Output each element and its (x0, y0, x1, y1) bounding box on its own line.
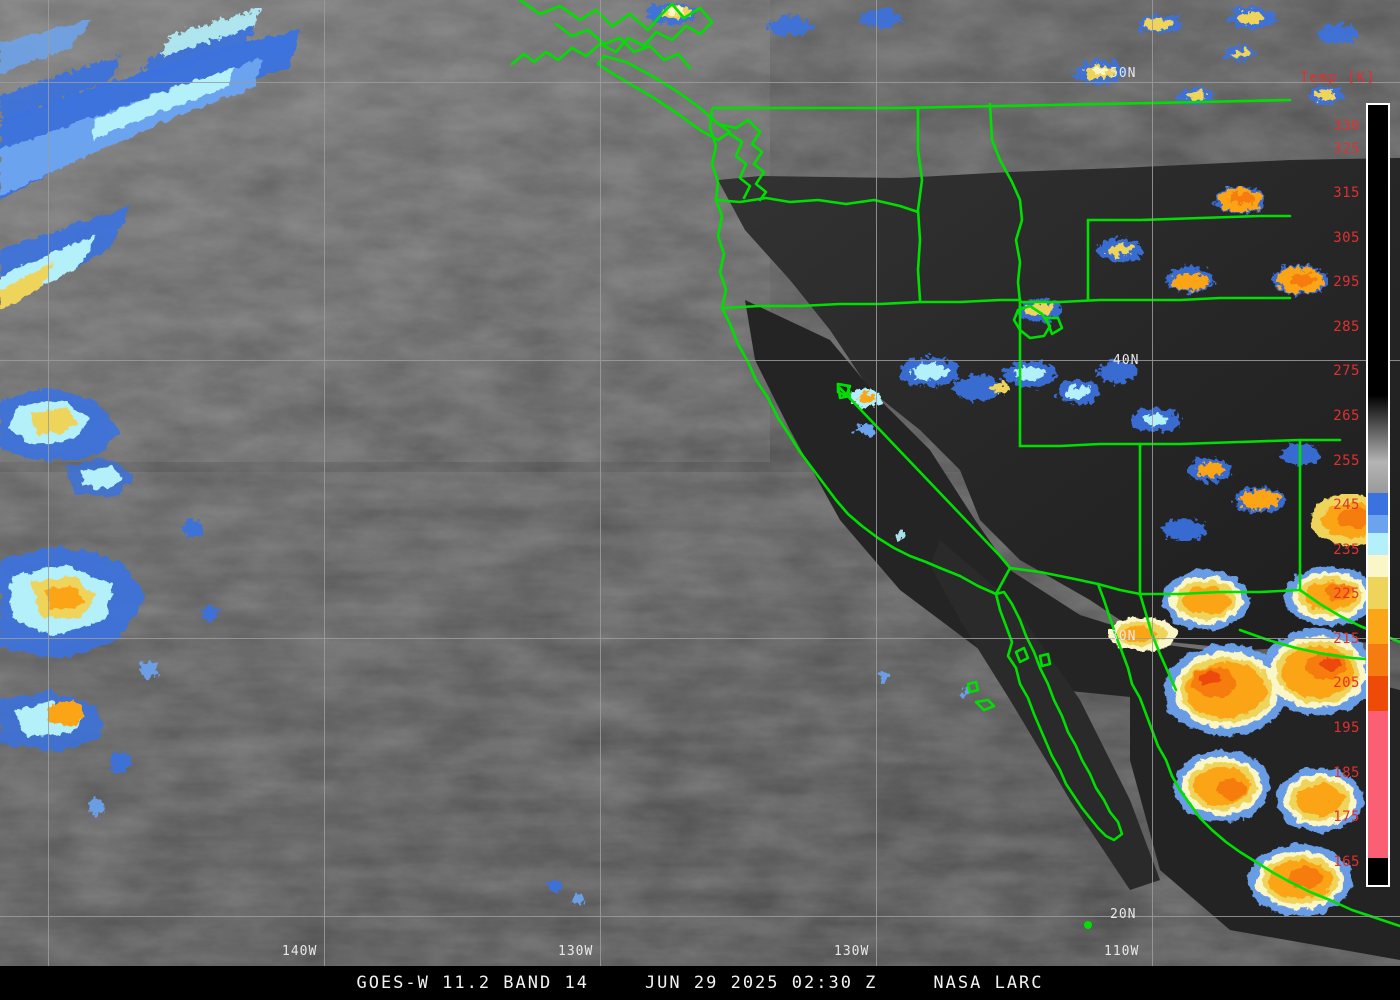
colorbar-segment (1368, 394, 1388, 462)
colorbar-segment (1368, 515, 1388, 533)
colorbar-tick-305: 305 (1333, 229, 1360, 246)
cloud-field-north (646, 3, 1358, 105)
latitude-label-20n: 20N (1110, 907, 1137, 922)
image-caption-bar: GOES-W 11.2 BAND 14 JUN 29 2025 02:30 Z … (0, 966, 1400, 1000)
caption-provider: NASA LARC (933, 973, 1044, 993)
cloud-cluster-west-pacific (0, 388, 146, 752)
colorbar-segment (1368, 532, 1388, 556)
scattered-convective-cells (88, 518, 971, 906)
geographic-borders (510, 0, 1400, 928)
colorbar-tick-275: 275 (1333, 363, 1360, 380)
colorbar-segment (1368, 675, 1388, 712)
land-mass-shading (718, 158, 1400, 960)
longitude-label-110w: 110W (1104, 944, 1140, 959)
latitude-label-50n: 50N (1110, 66, 1137, 81)
colorbar-tick-315: 315 (1333, 185, 1360, 202)
colorbar-tick-215: 215 (1333, 630, 1360, 647)
colorbar-tick-265: 265 (1333, 408, 1360, 424)
colorbar-segment (1368, 608, 1388, 645)
colorbar-tick-165: 165 (1333, 853, 1360, 870)
temperature-colorbar (1366, 103, 1390, 887)
colorbar-segment (1368, 858, 1388, 885)
colorbar-segment (1368, 577, 1388, 609)
colorbar-tick-330: 330 (1333, 118, 1360, 135)
colorbar-title: Temp [K] (1300, 70, 1376, 86)
longitude-label-130w: 130W (558, 944, 594, 959)
colorbar-tick-285: 285 (1333, 318, 1360, 335)
colorbar-segment (1368, 644, 1388, 676)
colorbar-tick-205: 205 (1333, 675, 1360, 692)
cloud-speckle-northwest (0, 8, 262, 124)
colorbar-tick-195: 195 (1333, 720, 1360, 736)
colorbar-tick-235: 235 (1333, 541, 1360, 558)
colorbar-tick-325: 325 (1333, 140, 1360, 157)
latitude-label-40n: 40N (1113, 353, 1140, 368)
colorbar-tick-225: 225 (1333, 586, 1360, 603)
longitude-label-120w: 130W (834, 944, 870, 959)
longitude-label-140w: 140W (282, 944, 318, 959)
caption-timestamp: JUN 29 2025 02:30 Z (644, 973, 878, 993)
colorbar-tick-175: 175 (1333, 809, 1360, 826)
colorbar-segment (1368, 105, 1388, 395)
caption-product-label: GOES-W 11.2 BAND 14 (356, 973, 589, 993)
cloud-band-northwest (0, 20, 300, 310)
colorbar-tick-185: 185 (1333, 764, 1360, 781)
colorbar-segment (1368, 461, 1388, 493)
colorbar-tick-245: 245 (1333, 497, 1360, 514)
colorbar-segment (1368, 492, 1388, 516)
small-islands (1084, 921, 1092, 929)
colorbar-tick-255: 255 (1333, 452, 1360, 469)
colorbar-gradient (1368, 105, 1388, 885)
colorbar-segment (1368, 711, 1388, 859)
latitude-label-30n: 30N (1110, 629, 1137, 644)
convection-great-basin (850, 186, 1328, 541)
colorbar-segment (1368, 555, 1388, 578)
colorbar-tick-295: 295 (1333, 274, 1360, 291)
